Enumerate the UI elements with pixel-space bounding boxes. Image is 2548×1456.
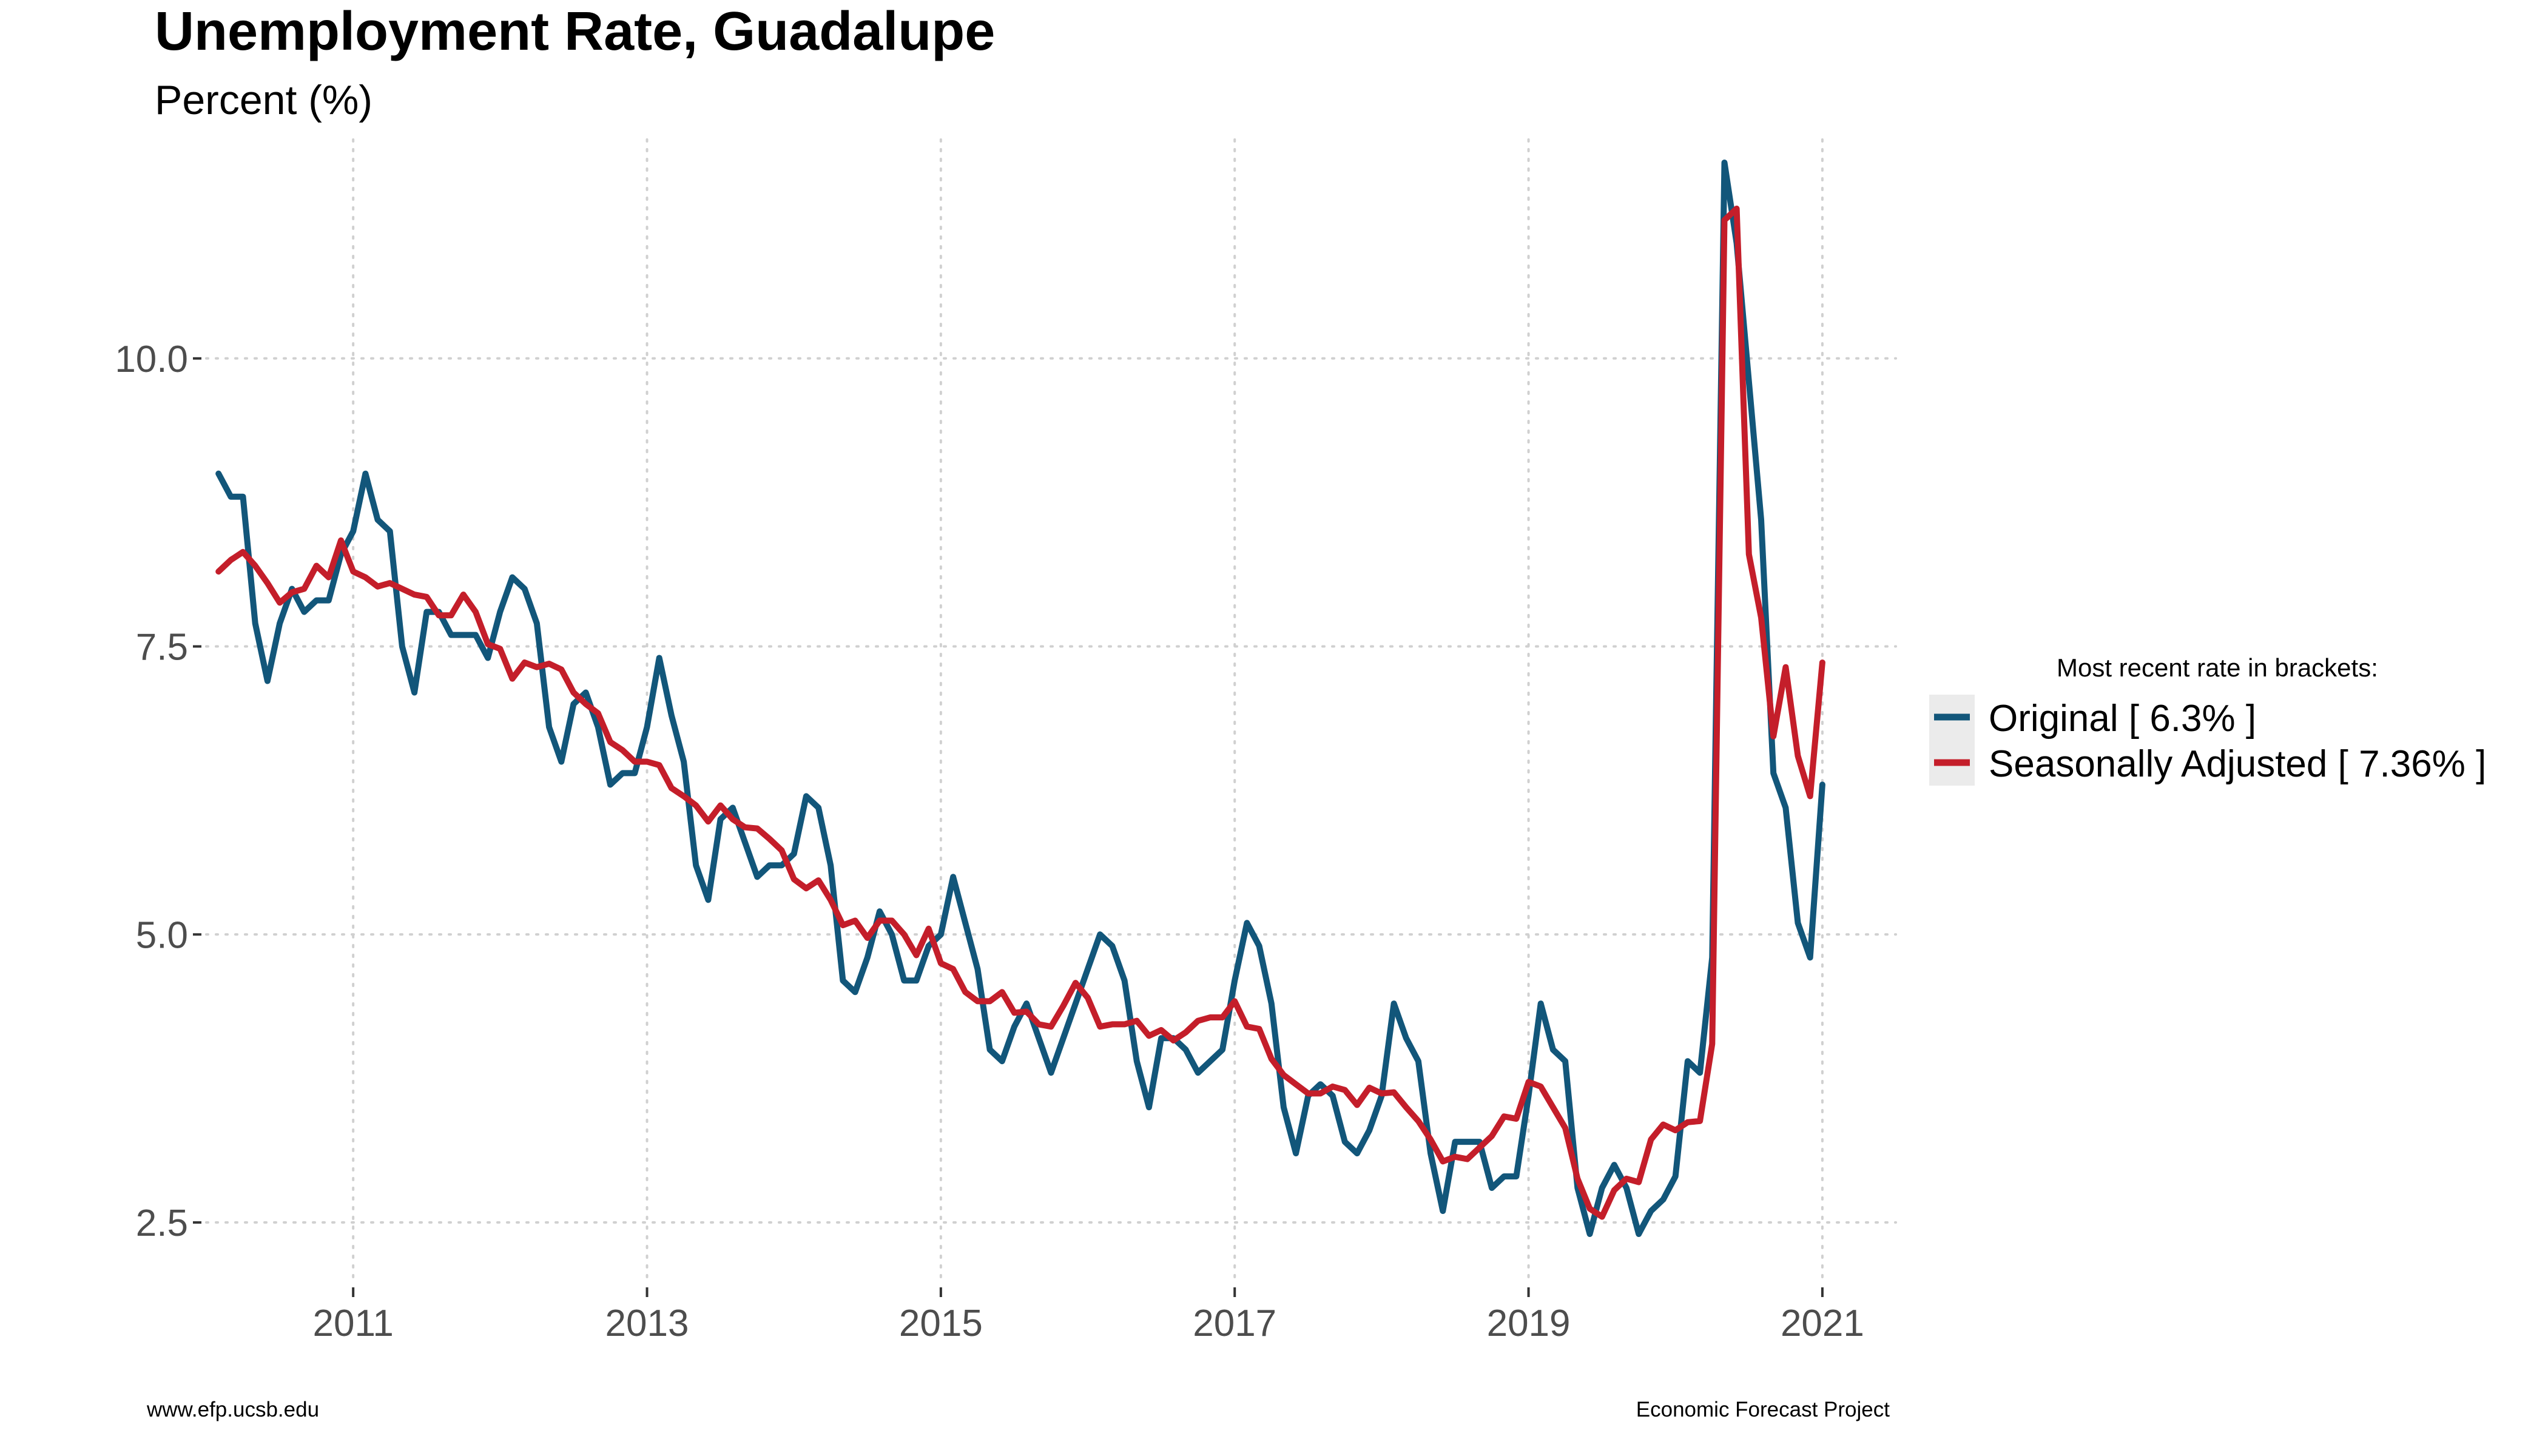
grid: [205, 138, 1897, 1281]
legend: Most recent rate in brackets: Original […: [1929, 653, 2486, 786]
chart-title: Unemployment Rate, Guadalupe: [155, 1, 995, 62]
series-line-seasonally-adjusted: [215, 205, 1825, 1220]
caption-source-url: www.efp.ucsb.edu: [146, 1398, 319, 1421]
series-lines: [215, 160, 1825, 1237]
chart-subtitle: Percent (%): [155, 77, 372, 123]
legend-label-seasonally-adjusted: Seasonally Adjusted [ 7.36% ]: [1989, 743, 2486, 785]
axes: 2011 2013 2015 2017 2019 2021 2.5 5.0 7.5 10.0: [115, 339, 1864, 1344]
x-tick-label: 2017: [1193, 1303, 1276, 1344]
legend-label-original: Original [ 6.3% ]: [1989, 698, 2256, 740]
x-tick-label: 2011: [313, 1303, 394, 1344]
x-tick-label: 2013: [605, 1303, 689, 1344]
y-tick-label: 7.5: [136, 627, 188, 669]
y-tick-label: 2.5: [136, 1202, 188, 1244]
x-tick-label: 2021: [1781, 1303, 1864, 1344]
series-line-original: [215, 160, 1825, 1237]
y-tick-label: 5.0: [136, 914, 188, 956]
y-tick-label: 10.0: [115, 339, 188, 380]
x-tick-label: 2015: [899, 1303, 983, 1344]
x-tick-label: 2019: [1487, 1303, 1571, 1344]
legend-title: Most recent rate in brackets:: [2057, 653, 2378, 682]
caption-organization: Economic Forecast Project: [1636, 1398, 1890, 1421]
